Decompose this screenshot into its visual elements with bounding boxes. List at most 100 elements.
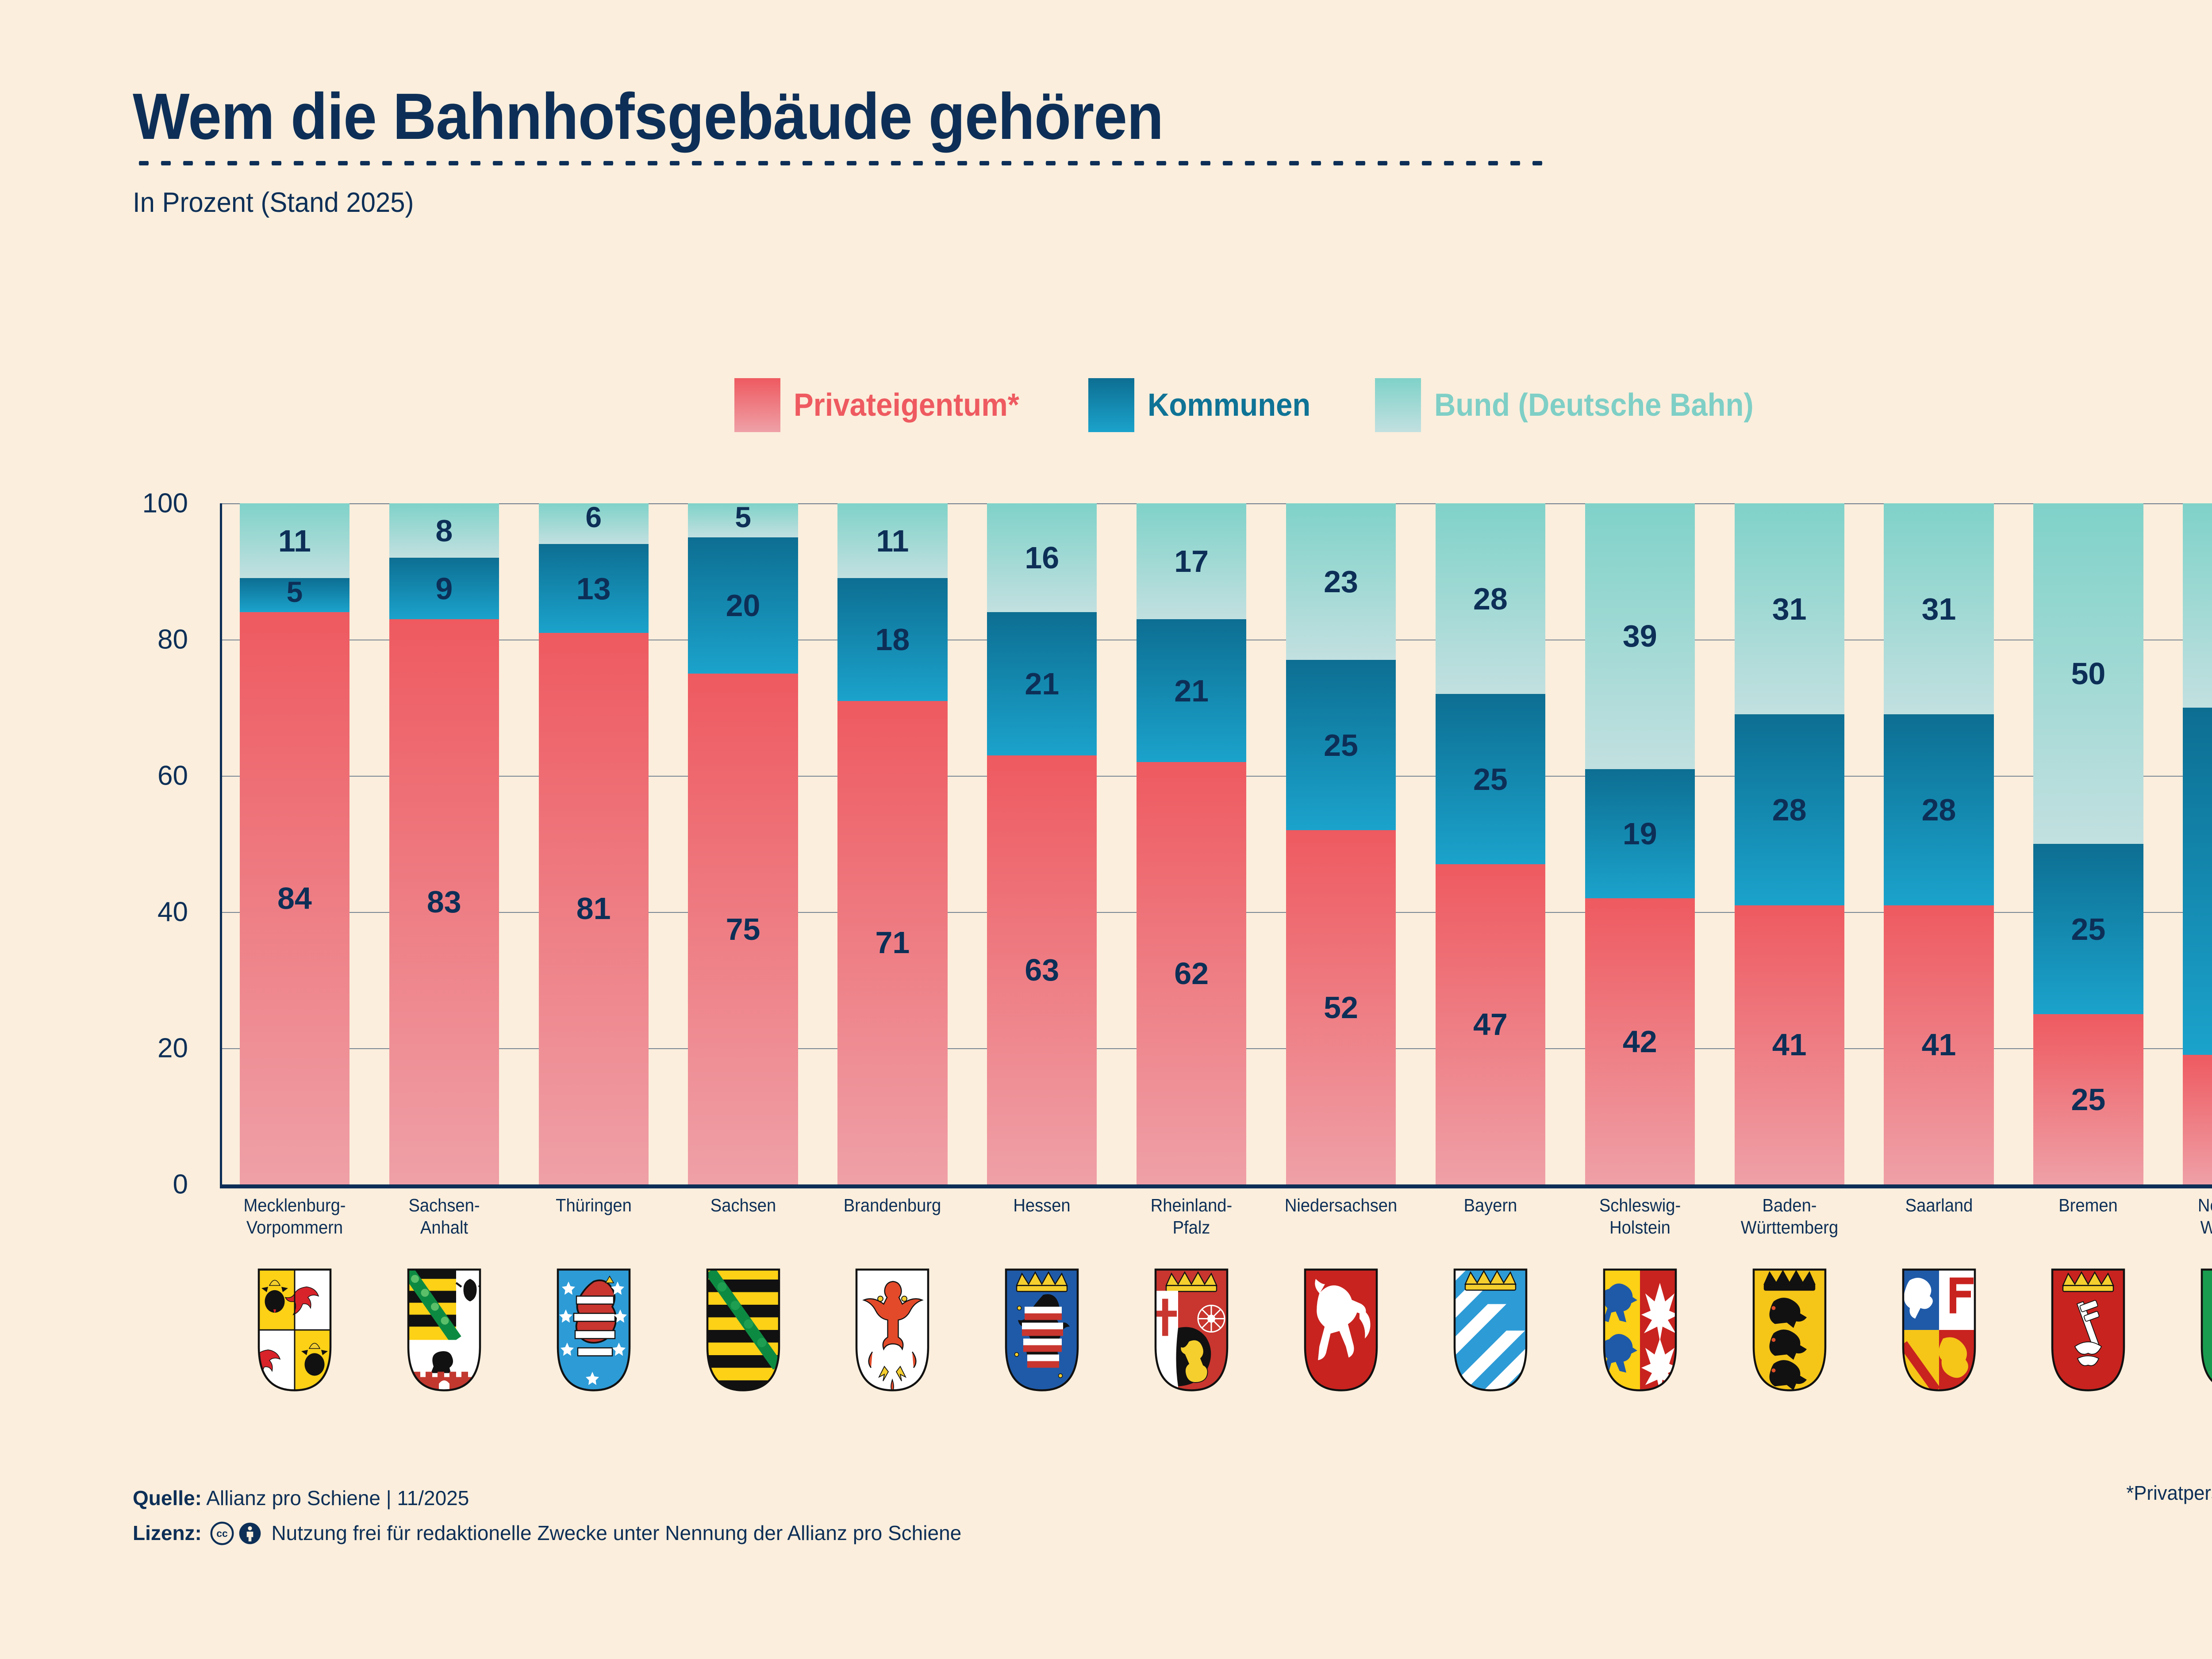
legend-item-bund[interactable]: Bund (Deutsche Bahn) bbox=[1375, 378, 1778, 432]
bar-segment-bund[interactable]: 50 bbox=[2033, 503, 2143, 844]
y-tick-20: 20 bbox=[157, 1033, 188, 1064]
bar-segment-bund[interactable]: 31 bbox=[1734, 503, 1844, 715]
y-axis-line bbox=[220, 503, 222, 1184]
bar-segment-bund[interactable]: 28 bbox=[1435, 503, 1546, 694]
bar-segment-komm[interactable]: 28 bbox=[1884, 714, 1994, 905]
bar-column-6[interactable]: 63 21 16 bbox=[987, 503, 1097, 1184]
bar-segment-priv[interactable]: 19 bbox=[2183, 1055, 2212, 1184]
bar-segment-bund[interactable]: 39 bbox=[1585, 503, 1695, 769]
bar-column-3[interactable]: 81 13 6 bbox=[538, 502, 649, 1184]
bar-segment-komm[interactable]: 20 bbox=[688, 537, 798, 674]
bar-segment-bund[interactable]: 11 bbox=[837, 503, 948, 579]
stacked-bar-chart: 100 80 60 40 20 0 84 5 11 83 9 8 81 13 6 75 20 5 71 18 11 63… bbox=[142, 488, 2212, 1200]
bar-segment-komm[interactable]: 9 bbox=[389, 558, 499, 619]
bar-segment-priv[interactable]: 83 bbox=[389, 619, 499, 1184]
bar-column-4[interactable]: 75 20 5 bbox=[688, 501, 798, 1184]
legend-swatch-privateigentum bbox=[734, 378, 780, 432]
bar-column-5[interactable]: 71 18 11 bbox=[837, 503, 948, 1184]
x-label-line: Holstein bbox=[1609, 1217, 1671, 1238]
bar-value-label: 17 bbox=[1174, 544, 1209, 579]
bar-value-label: 11 bbox=[876, 523, 909, 558]
bar-column-13[interactable]: 25 25 50 bbox=[2033, 503, 2143, 1184]
header: Wem die Bahnhofsgebäude gehören In Proze… bbox=[133, 84, 2212, 270]
bar-column-7[interactable]: 62 21 17 bbox=[1137, 503, 1247, 1184]
crest-niedersachsen bbox=[1301, 1266, 1381, 1394]
bar-segment-komm[interactable]: 13 bbox=[538, 544, 649, 633]
bar-segment-bund[interactable]: 30 bbox=[2183, 503, 2212, 708]
bar-segment-bund[interactable]: 6 bbox=[538, 502, 649, 544]
bar-value-label: 21 bbox=[1025, 667, 1060, 701]
bar-column-8[interactable]: 52 25 23 bbox=[1286, 503, 1396, 1184]
bar-column-2[interactable]: 83 9 8 bbox=[389, 503, 499, 1184]
bar-column-10[interactable]: 42 19 39 bbox=[1585, 503, 1695, 1184]
x-axis-labels: Mecklenburg- Vorpommern Sachsen- Anhalt Thür… bbox=[220, 1194, 2212, 1256]
bar-segment-komm[interactable]: 25 bbox=[1435, 694, 1546, 865]
bar-column-1[interactable]: 84 5 11 bbox=[239, 503, 350, 1184]
bar-segment-priv[interactable]: 41 bbox=[1734, 905, 1844, 1184]
bar-value-label: 13 bbox=[576, 571, 611, 606]
bar-segment-priv[interactable]: 84 bbox=[239, 612, 350, 1184]
x-label-line: Rheinland- bbox=[1150, 1195, 1233, 1215]
bar-segment-priv[interactable]: 81 bbox=[538, 632, 649, 1184]
bar-value-label: 41 bbox=[1921, 1027, 1956, 1062]
x-label-line: Pfalz bbox=[1172, 1217, 1210, 1238]
bar-segment-priv[interactable]: 71 bbox=[837, 701, 948, 1184]
bar-value-label: 18 bbox=[875, 622, 910, 657]
x-label-baden-w-rttemberg: Baden- Württemberg bbox=[1707, 1194, 1872, 1238]
bar-segment-komm[interactable]: 28 bbox=[1734, 714, 1844, 905]
bar-value-label: 75 bbox=[726, 912, 760, 946]
bar-segment-komm[interactable]: 21 bbox=[1137, 619, 1247, 762]
bar-segment-priv[interactable]: 75 bbox=[688, 674, 798, 1184]
x-label-line: Bayern bbox=[1463, 1195, 1517, 1215]
bar-value-label: 19 bbox=[1622, 816, 1657, 851]
bar-value-label: 25 bbox=[2071, 1082, 2106, 1117]
bar-segment-komm[interactable]: 5 bbox=[239, 577, 350, 613]
bar-segment-bund[interactable]: 11 bbox=[239, 503, 350, 579]
bar-segment-priv[interactable]: 42 bbox=[1585, 898, 1695, 1184]
x-label-line: Schleswig- bbox=[1599, 1195, 1681, 1215]
bar-value-label: 5 bbox=[735, 501, 751, 533]
bar-value-label: 11 bbox=[278, 523, 311, 558]
bar-column-14[interactable]: 195130 bbox=[2183, 503, 2212, 1184]
bar-column-9[interactable]: 47 25 28 bbox=[1435, 503, 1546, 1184]
bar-segment-komm[interactable]: 21 bbox=[987, 612, 1097, 755]
crest-sachsen-anhalt bbox=[404, 1266, 484, 1394]
bar-column-12[interactable]: 41 28 31 bbox=[1884, 503, 1994, 1184]
bar-segment-bund[interactable]: 23 bbox=[1286, 503, 1396, 660]
bar-segment-komm[interactable]: 51 bbox=[2183, 708, 2212, 1055]
bar-segment-priv[interactable]: 63 bbox=[987, 755, 1097, 1184]
x-label-line: Thüringen bbox=[555, 1195, 632, 1215]
bar-column-11[interactable]: 41 28 31 bbox=[1734, 503, 1844, 1184]
bar-segment-bund[interactable]: 31 bbox=[1884, 503, 1994, 715]
x-label-line: Hessen bbox=[1013, 1195, 1071, 1215]
bar-value-label: 21 bbox=[1174, 673, 1209, 708]
bar-segment-priv[interactable]: 52 bbox=[1286, 830, 1396, 1184]
chart-legend: Privateigentum* Kommunen Bund (Deutsche … bbox=[734, 378, 1778, 432]
bar-value-label: 63 bbox=[1025, 952, 1060, 987]
x-label-line: Vorpommern bbox=[246, 1217, 343, 1238]
bar-segment-bund[interactable]: 16 bbox=[987, 503, 1097, 613]
legend-label-bund: Bund (Deutsche Bahn) bbox=[1434, 387, 1754, 423]
bar-segment-komm[interactable]: 18 bbox=[837, 578, 948, 701]
bar-value-label: 16 bbox=[1025, 540, 1060, 575]
x-label-sachsen-anhalt: Sachsen- Anhalt bbox=[362, 1194, 526, 1238]
bar-segment-bund[interactable]: 17 bbox=[1137, 503, 1247, 619]
x-label-line: Niedersachsen bbox=[1284, 1195, 1398, 1215]
bar-segment-priv[interactable]: 25 bbox=[2033, 1014, 2143, 1184]
x-axis-line bbox=[220, 1184, 2212, 1188]
crest-brandenburg bbox=[853, 1266, 932, 1394]
page-subtitle: In Prozent (Stand 2025) bbox=[133, 187, 414, 218]
bar-segment-priv[interactable]: 47 bbox=[1435, 864, 1546, 1184]
legend-item-privateigentum[interactable]: Privateigentum* bbox=[734, 378, 1036, 432]
bar-segment-priv[interactable]: 41 bbox=[1884, 905, 1994, 1184]
crest-saarland bbox=[1899, 1266, 1979, 1394]
bar-value-label: 39 bbox=[1622, 619, 1657, 654]
x-label-th-ringen: Thüringen bbox=[511, 1194, 676, 1216]
bar-segment-priv[interactable]: 62 bbox=[1137, 762, 1247, 1184]
bar-segment-bund[interactable]: 5 bbox=[688, 501, 798, 537]
bar-segment-komm[interactable]: 25 bbox=[1286, 660, 1396, 831]
bar-segment-bund[interactable]: 8 bbox=[389, 503, 499, 558]
bar-segment-komm[interactable]: 19 bbox=[1585, 769, 1695, 899]
bar-segment-komm[interactable]: 25 bbox=[2033, 844, 2143, 1014]
legend-item-kommunen[interactable]: Kommunen bbox=[1088, 378, 1323, 432]
